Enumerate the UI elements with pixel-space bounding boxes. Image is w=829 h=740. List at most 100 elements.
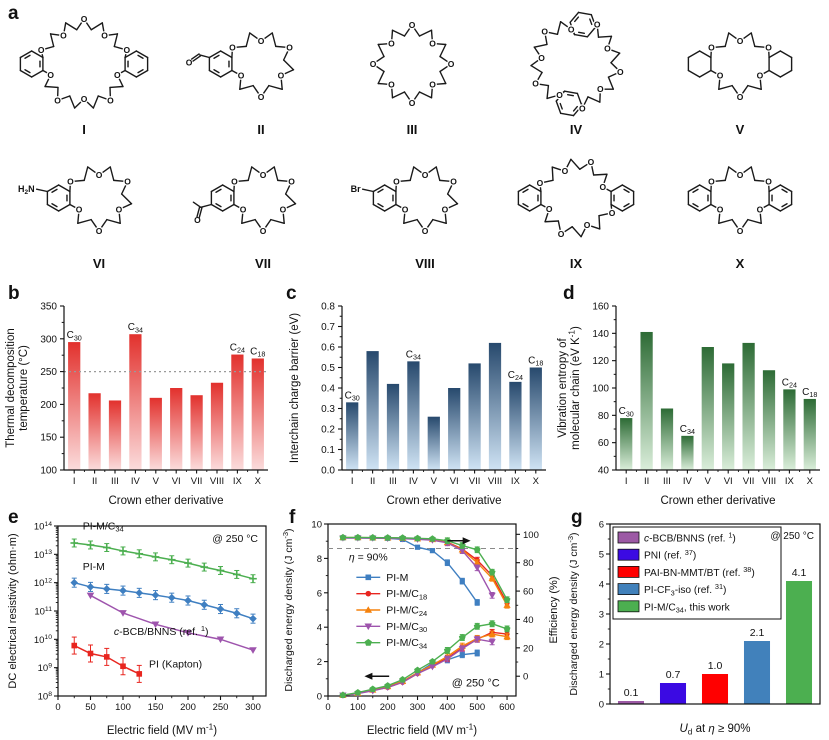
svg-text:0.3: 0.3 [321,404,335,415]
svg-text:C30: C30 [345,390,360,402]
svg-text:O: O [538,53,545,63]
svg-text:η = 90%: η = 90% [349,552,388,564]
svg-text:temperature (°C): temperature (°C) [18,345,30,431]
svg-text:PI-M/C34, this work: PI-M/C34, this work [644,602,731,614]
svg-text:109: 109 [38,663,53,675]
svg-text:4.1: 4.1 [792,567,807,579]
svg-text:50: 50 [85,702,96,713]
svg-text:C24: C24 [782,377,797,389]
svg-text:III: III [407,122,418,137]
svg-text:80: 80 [598,411,610,422]
svg-text:0.7: 0.7 [321,322,335,333]
svg-text:VIII: VIII [488,476,502,487]
panel-letter-c: c [286,283,297,304]
svg-text:0.2: 0.2 [321,425,335,436]
svg-text:2.1: 2.1 [750,627,765,639]
svg-text:PI-CF3-iso (ref. 31): PI-CF3-iso (ref. 31) [644,582,726,597]
svg-text:II: II [370,476,375,487]
svg-text:0.5: 0.5 [321,363,335,374]
svg-text:C34: C34 [128,322,143,334]
svg-text:PI-M/C34: PI-M/C34 [386,637,427,650]
svg-text:300: 300 [410,702,426,713]
svg-text:300: 300 [40,334,57,345]
svg-text:O: O [717,205,724,215]
svg-text:Crown ether derivative: Crown ether derivative [108,495,223,507]
svg-text:60: 60 [598,438,610,449]
svg-text:O: O [568,24,575,34]
svg-text:1012: 1012 [34,578,52,590]
svg-text:O: O [116,205,123,215]
svg-text:O: O [737,92,744,102]
svg-text:100: 100 [115,702,131,713]
svg-text:X: X [255,476,262,487]
svg-text:O: O [450,177,457,187]
svg-text:O: O [278,71,285,81]
panel-letter-d: d [563,283,575,304]
svg-text:1010: 1010 [34,634,52,646]
svg-text:0.4: 0.4 [321,384,335,395]
svg-text:IV: IV [683,476,693,487]
svg-text:C34: C34 [680,424,695,436]
panel-letter-f: f [289,507,296,528]
svg-text:O: O [604,44,611,54]
svg-text:4: 4 [317,623,322,634]
svg-text:40: 40 [523,615,534,626]
svg-text:1013: 1013 [34,549,52,561]
svg-text:PI-M/C24: PI-M/C24 [386,605,427,618]
svg-text:1011: 1011 [34,606,52,618]
panel-letter-g: g [571,507,583,528]
svg-text:O: O [186,57,193,67]
svg-text:0: 0 [55,702,60,713]
svg-text:@ 250 °C: @ 250 °C [452,678,500,690]
svg-text:O: O [81,14,88,24]
svg-text:O: O [54,95,61,105]
svg-text:O: O [737,226,744,236]
svg-text:PI-M/C34: PI-M/C34 [83,520,124,533]
svg-text:O: O [409,98,416,108]
svg-text:O: O [442,205,449,215]
svg-text:5: 5 [599,550,604,561]
structure-I: O O O O O O O O O O I [3,8,167,147]
svg-text:O: O [258,92,265,102]
svg-text:100: 100 [350,702,366,713]
svg-text:O: O [229,43,236,53]
svg-text:O: O [258,36,265,46]
svg-text:C18: C18 [802,387,817,399]
svg-text:V: V [431,476,438,487]
svg-text:250: 250 [40,367,57,378]
svg-text:40: 40 [598,466,610,477]
svg-text:Vibration entropy of: Vibration entropy of [557,337,569,437]
svg-text:300: 300 [245,702,261,713]
svg-text:O: O [532,79,539,89]
svg-text:600: 600 [499,702,515,713]
svg-text:O: O [280,205,287,215]
svg-text:O: O [541,27,548,37]
svg-text:PI-M/C18: PI-M/C18 [386,588,427,601]
svg-text:Efficiency (%): Efficiency (%) [548,576,560,643]
structure-VII: O O O O O O O VII [167,142,331,281]
svg-text:O: O [238,71,245,81]
svg-text:80: 80 [523,558,534,569]
svg-text:O: O [556,90,563,100]
svg-text:O: O [370,59,377,69]
svg-text:@ 250 °C: @ 250 °C [770,531,814,542]
svg-text:molecular chain (eV K-1): molecular chain (eV K-1) [568,326,582,450]
svg-text:O: O [286,43,293,53]
svg-text:100: 100 [40,466,57,477]
svg-text:O: O [609,208,616,218]
svg-text:O: O [260,170,267,180]
svg-text:c-BCB/BNNS (ref. 1): c-BCB/BNNS (ref. 1) [114,624,209,638]
svg-text:160: 160 [592,302,609,313]
svg-text:III: III [111,476,119,487]
svg-text:X: X [533,476,540,487]
svg-text:O: O [448,59,455,69]
structure-X: O O O O O O X [659,142,823,281]
svg-text:O: O [429,38,436,48]
svg-text:C18: C18 [528,356,543,368]
svg-text:O: O [422,226,429,236]
svg-text:3: 3 [599,610,604,621]
svg-text:I: I [73,476,76,487]
svg-text:4: 4 [599,580,604,591]
svg-text:2: 2 [317,657,322,668]
